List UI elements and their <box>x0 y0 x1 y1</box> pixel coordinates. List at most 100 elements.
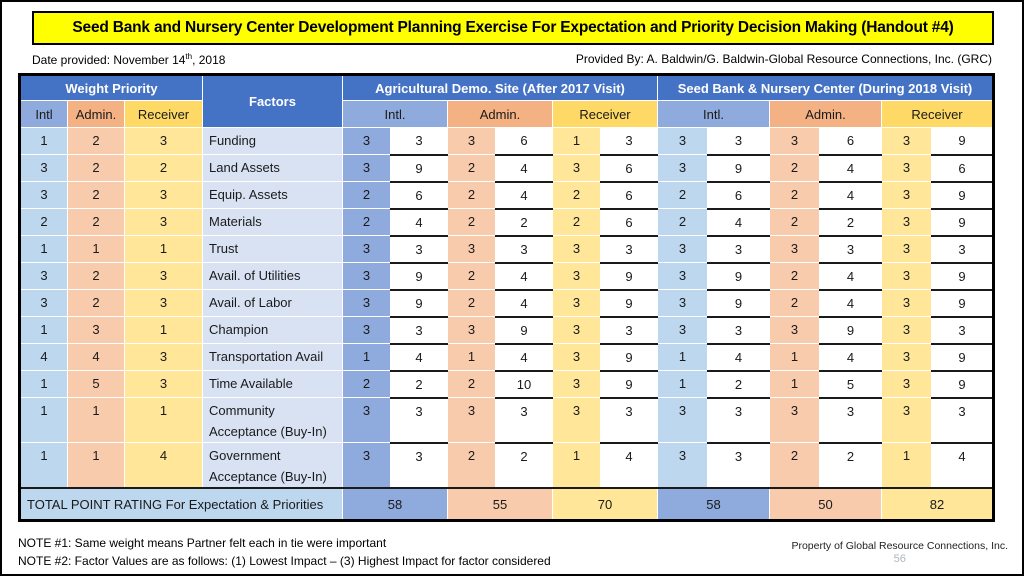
weight-cell: 2 <box>67 208 125 236</box>
weight-cell: 4 <box>124 442 203 489</box>
seedbank-rating-cell: 2 <box>769 262 820 290</box>
agri-section-header: Agricultural Demo. Site (After 2017 Visi… <box>342 74 658 101</box>
agri-rating-cell: 3 <box>342 235 391 263</box>
agri-rating-cell: 1 <box>552 442 601 489</box>
weight-cell: 3 <box>124 127 203 155</box>
page-number: 56 <box>893 553 906 565</box>
seedbank-rating-cell: 3 <box>881 370 932 398</box>
agri-product-cell: 9 <box>495 316 553 345</box>
seedbank-product-cell: 2 <box>707 370 770 399</box>
seedbank-product-cell: 4 <box>819 289 882 318</box>
agri-rating-cell: 3 <box>342 289 391 317</box>
seedbank-rating-cell: 2 <box>769 154 820 182</box>
seedbank-product-cell: 6 <box>819 127 882 156</box>
agri-product-cell: 6 <box>600 208 658 237</box>
weight-cell: 5 <box>67 370 125 398</box>
seedbank-product-cell: 4 <box>707 343 770 372</box>
agri-rating-cell: 3 <box>447 235 496 263</box>
weight-cell: 1 <box>19 235 68 263</box>
agri-receiver-subheader: Receiver <box>552 100 658 128</box>
factor-cell: Transportation Avail <box>202 343 343 371</box>
seedbank-product-cell: 9 <box>707 289 770 318</box>
weight-cell: 2 <box>67 127 125 155</box>
seedbank-rating-cell: 3 <box>769 127 820 155</box>
total-agri-receiver: 70 <box>552 487 658 521</box>
seedbank-rating-cell: 3 <box>881 262 932 290</box>
weight-cell: 3 <box>124 181 203 209</box>
agri-product-cell: 2 <box>495 442 553 489</box>
agri-rating-cell: 3 <box>447 397 496 443</box>
table-row: 3 2 3 Avail. of Utilities 3 9 2 4 3 9 3 9 2 4 3 9 <box>19 262 994 291</box>
seedbank-rating-cell: 2 <box>769 289 820 317</box>
weight-cell: 1 <box>67 397 125 443</box>
seedbank-rating-cell: 3 <box>881 316 932 344</box>
agri-product-cell: 4 <box>495 262 553 291</box>
weight-cell: 2 <box>67 181 125 209</box>
seedbank-rating-cell: 3 <box>881 154 932 182</box>
seedbank-product-cell: 4 <box>707 208 770 237</box>
agri-rating-cell: 2 <box>447 289 496 317</box>
factors-header: Factors <box>202 74 343 128</box>
seedbank-product-cell: 3 <box>819 235 882 264</box>
seedbank-rating-cell: 3 <box>657 289 708 317</box>
agri-rating-cell: 3 <box>552 370 601 398</box>
factor-cell: Avail. of Labor <box>202 289 343 317</box>
seedbank-product-cell: 9 <box>707 154 770 183</box>
weight-cell: 1 <box>67 442 125 489</box>
table-row: 1 1 1 Trust 3 3 3 3 3 3 3 3 3 3 3 3 <box>19 235 994 264</box>
agri-product-cell: 3 <box>390 316 448 345</box>
factor-cell: Trust <box>202 235 343 263</box>
weight-cell: 2 <box>67 262 125 290</box>
date-provided: Date provided: November 14th, 2018 <box>32 52 226 67</box>
agri-rating-cell: 2 <box>447 208 496 236</box>
weight-cell: 2 <box>67 154 125 182</box>
agri-rating-cell: 3 <box>552 397 601 443</box>
seedbank-product-cell: 2 <box>819 442 882 489</box>
agri-rating-cell: 3 <box>342 397 391 443</box>
weight-cell: 4 <box>67 343 125 371</box>
agri-product-cell: 3 <box>390 397 448 444</box>
seedbank-product-cell: 6 <box>931 154 994 183</box>
agri-rating-cell: 3 <box>342 154 391 182</box>
seedbank-rating-cell: 3 <box>881 235 932 263</box>
slide-title: Seed Bank and Nursery Center Development… <box>72 19 954 36</box>
seedbank-product-cell: 9 <box>931 262 994 291</box>
seedbank-rating-cell: 2 <box>769 442 820 489</box>
notes: NOTE #1: Same weight means Partner felt … <box>18 535 551 570</box>
seedbank-rating-cell: 3 <box>657 235 708 263</box>
total-seedbank-receiver: 82 <box>881 487 994 521</box>
agri-product-cell: 3 <box>600 127 658 156</box>
seedbank-intl-subheader: Intl. <box>657 100 770 128</box>
weight-cell: 3 <box>124 343 203 371</box>
agri-rating-cell: 2 <box>342 208 391 236</box>
agri-rating-cell: 2 <box>447 442 496 489</box>
agri-product-cell: 4 <box>495 154 553 183</box>
agri-rating-cell: 3 <box>552 235 601 263</box>
agri-product-cell: 9 <box>600 370 658 399</box>
seedbank-product-cell: 6 <box>707 181 770 210</box>
agri-product-cell: 9 <box>390 289 448 318</box>
table-row: 1 1 4 Government Acceptance (Buy-In) 3 3 2 2 1 4 3… <box>19 442 994 489</box>
seedbank-product-cell: 4 <box>931 442 994 489</box>
seedbank-product-cell: 3 <box>707 397 770 444</box>
seedbank-product-cell: 4 <box>819 343 882 372</box>
agri-rating-cell: 3 <box>552 154 601 182</box>
weight-cell: 1 <box>19 397 68 443</box>
agri-product-cell: 6 <box>390 181 448 210</box>
table-row: 3 2 2 Land Assets 3 9 2 4 3 6 3 9 2 4 3 6 <box>19 154 994 183</box>
agri-rating-cell: 3 <box>552 289 601 317</box>
seedbank-product-cell: 9 <box>931 208 994 237</box>
seedbank-rating-cell: 3 <box>769 235 820 263</box>
total-seedbank-intl: 58 <box>657 487 770 521</box>
agri-product-cell: 3 <box>495 397 553 444</box>
weight-cell: 3 <box>124 262 203 290</box>
seedbank-rating-cell: 3 <box>769 397 820 443</box>
weight-cell: 1 <box>124 235 203 263</box>
agri-rating-cell: 1 <box>342 343 391 371</box>
seedbank-rating-cell: 1 <box>881 442 932 489</box>
date-superscript: th <box>185 52 193 61</box>
agri-admin-subheader: Admin. <box>447 100 553 128</box>
agri-product-cell: 4 <box>495 181 553 210</box>
seedbank-rating-cell: 3 <box>769 316 820 344</box>
table-row: 1 2 3 Funding 3 3 3 6 1 3 3 3 3 6 3 9 <box>19 127 994 156</box>
